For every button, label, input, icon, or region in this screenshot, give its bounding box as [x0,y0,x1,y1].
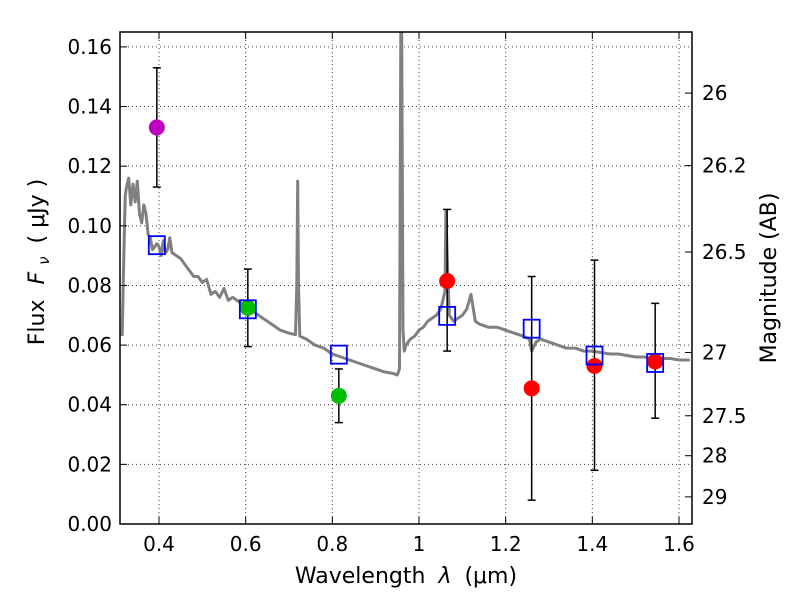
axis-ticks: 0.4 0.6 0.8 1 1.2 1.4 1.6 0.00 0.02 0.04 0.06 0.08 0… [67,32,747,556]
observed-flux-point [586,357,603,374]
y-tick-label: 0.08 [67,273,112,297]
x-tick-label: 1.2 [490,532,522,556]
y-tick-label: 0.00 [67,512,112,536]
y-axis-title-subscript: ν [35,256,53,264]
observed-flux-point [148,119,165,136]
y-tick-label: 0.06 [67,333,112,357]
model-spectrum-line [120,32,690,377]
y2-tick-label: 26.2 [702,154,747,178]
model-photometry-square [147,235,166,256]
x-tick-label: 1.6 [663,532,695,556]
x-axis-title-unit: (μm) [464,564,517,589]
model-photometry-square [438,305,457,326]
plot-area [120,32,690,377]
y-tick-label: 0.04 [67,393,112,417]
data-markers [147,119,665,404]
y2-tick-label: 26.5 [702,240,747,264]
error-bars [152,67,660,501]
y-tick-label: 0.10 [67,214,112,238]
model-photometry-square [329,344,348,365]
model-photometry-square [522,318,541,339]
y-axis-title-unit: ( μJy ) [25,179,50,244]
right-axis-title: Magnitude (AB) [757,193,782,364]
y2-tick-label: 26 [702,81,727,105]
grid-lines [120,32,692,525]
observed-flux-point [439,272,456,289]
x-tick-label: 0.8 [316,532,348,556]
x-tick-label: 0.6 [230,532,262,556]
y-tick-label: 0.14 [67,95,112,119]
y-tick-label: 0.16 [67,35,112,59]
y-axis-title: Flux F ν ( μJy ) [25,179,55,345]
observed-flux-point [523,380,540,397]
y-axis-title-symbol: F [25,271,50,284]
x-tick-label: 1 [413,532,426,556]
x-tick-label: 1.4 [576,532,608,556]
observed-flux-point [330,387,347,404]
x-axis-title: Wavelength λ (μm) [295,564,517,589]
model-photometry-square [646,353,665,373]
y-tick-label: 0.12 [67,154,112,178]
observed-flux-point [239,299,256,316]
y2-tick-label: 27.5 [702,404,747,428]
x-axis-title-symbol: λ [437,564,451,589]
y-axis-title-prefix: Flux [25,299,50,345]
model-photometry-square [585,345,604,366]
y-tick-label: 0.02 [67,452,112,476]
y2-tick-label: 29 [702,485,727,509]
x-tick-label: 0.4 [143,532,175,556]
y2-tick-label: 27 [702,341,727,365]
model-photometry-square [238,299,257,320]
observed-flux-point [647,353,664,370]
plot-frame [119,31,693,525]
x-axis-title-prefix: Wavelength [295,564,426,589]
y2-tick-label: 28 [702,444,727,468]
